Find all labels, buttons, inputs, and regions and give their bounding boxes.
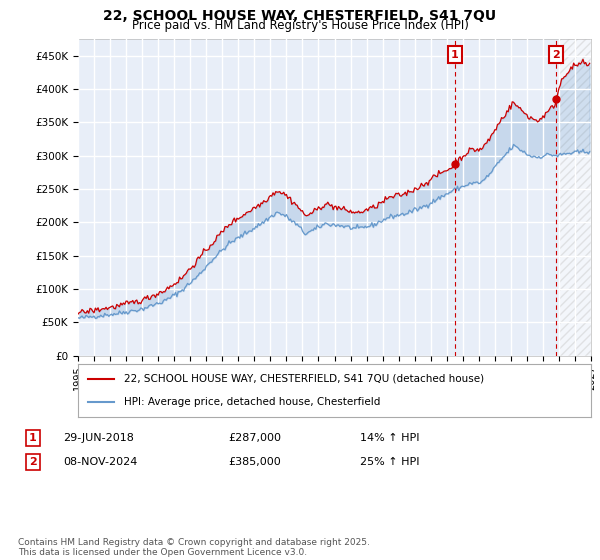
- Text: 29-JUN-2018: 29-JUN-2018: [63, 433, 134, 443]
- Text: 22, SCHOOL HOUSE WAY, CHESTERFIELD, S41 7QU (detached house): 22, SCHOOL HOUSE WAY, CHESTERFIELD, S41 …: [124, 374, 484, 384]
- Text: 22, SCHOOL HOUSE WAY, CHESTERFIELD, S41 7QU: 22, SCHOOL HOUSE WAY, CHESTERFIELD, S41 …: [103, 8, 497, 22]
- Text: 2: 2: [553, 49, 560, 59]
- Text: 25% ↑ HPI: 25% ↑ HPI: [360, 457, 419, 467]
- Text: £287,000: £287,000: [228, 433, 281, 443]
- Text: Price paid vs. HM Land Registry's House Price Index (HPI): Price paid vs. HM Land Registry's House …: [131, 19, 469, 32]
- Text: 14% ↑ HPI: 14% ↑ HPI: [360, 433, 419, 443]
- Text: 2: 2: [29, 457, 37, 467]
- Text: HPI: Average price, detached house, Chesterfield: HPI: Average price, detached house, Ches…: [124, 397, 380, 407]
- Text: 08-NOV-2024: 08-NOV-2024: [63, 457, 137, 467]
- Text: 1: 1: [29, 433, 37, 443]
- Text: Contains HM Land Registry data © Crown copyright and database right 2025.
This d: Contains HM Land Registry data © Crown c…: [18, 538, 370, 557]
- Text: £385,000: £385,000: [228, 457, 281, 467]
- Text: 1: 1: [451, 49, 458, 59]
